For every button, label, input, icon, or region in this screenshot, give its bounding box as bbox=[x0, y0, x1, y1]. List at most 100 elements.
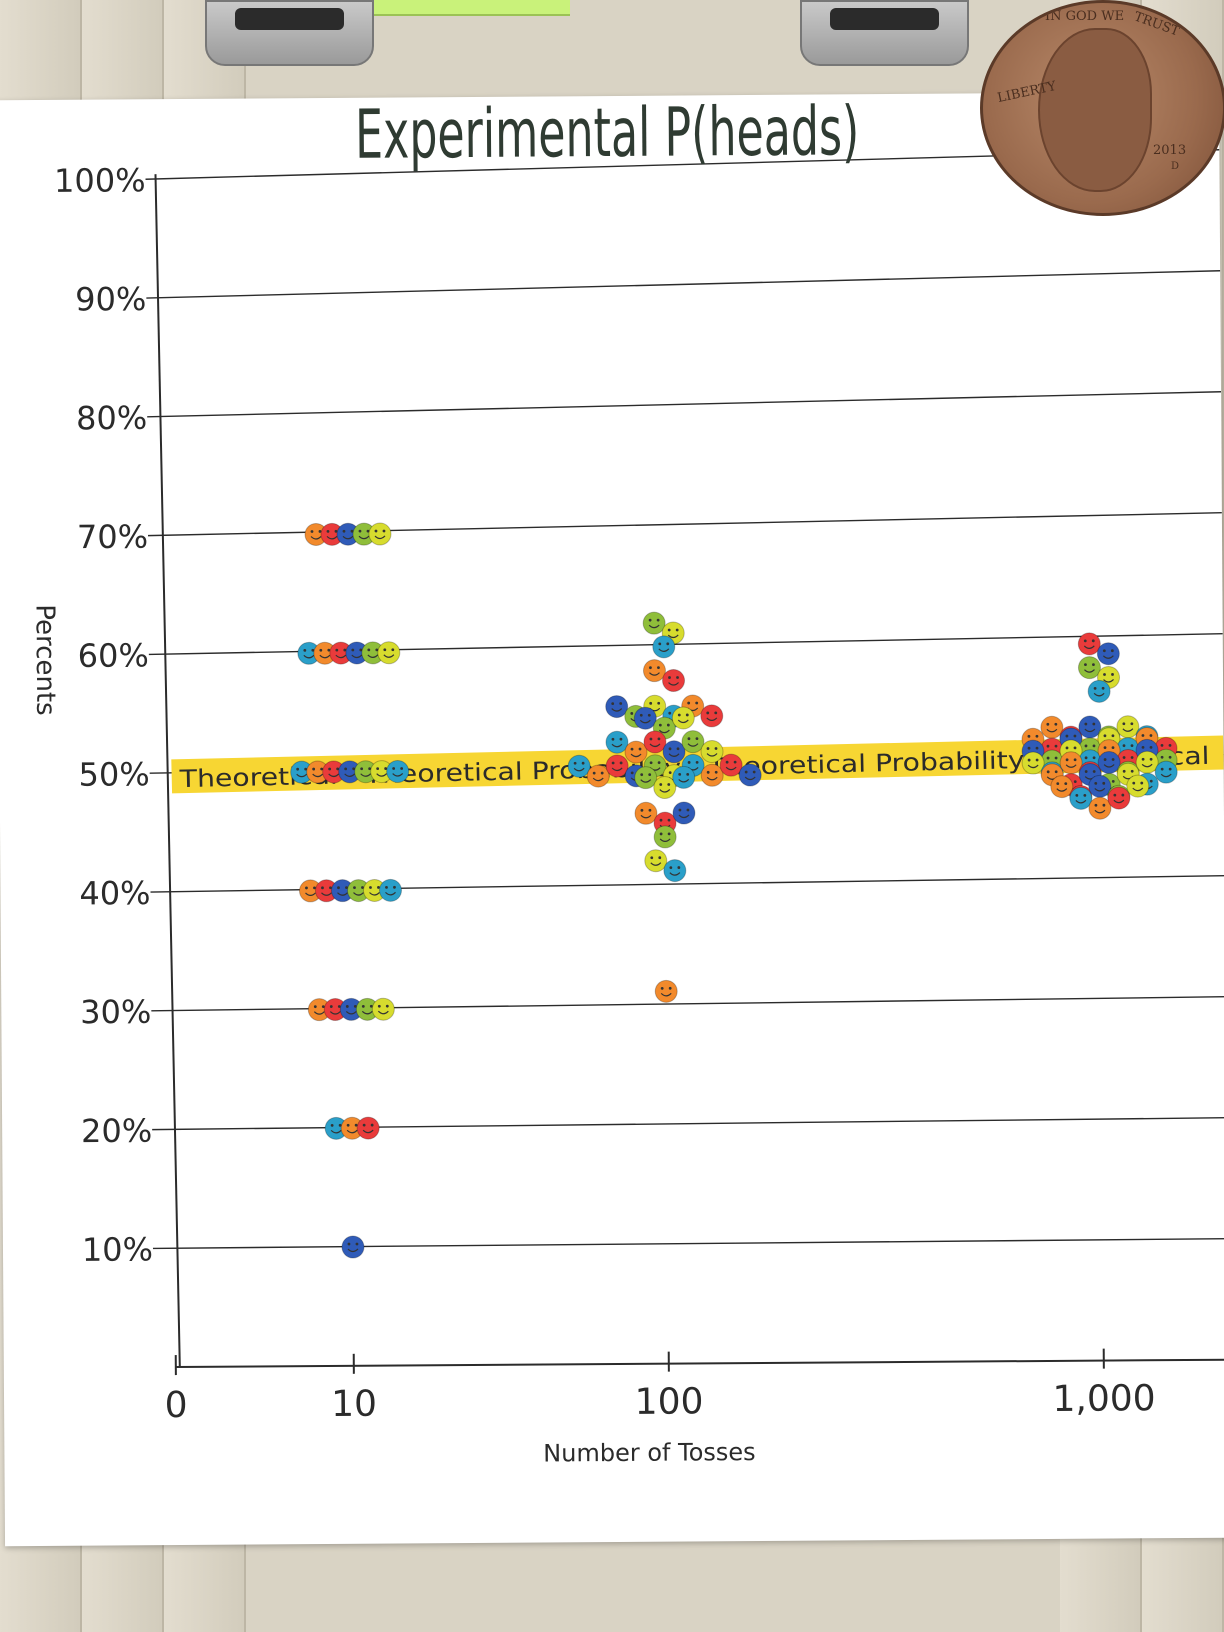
data-point bbox=[700, 763, 724, 787]
data-point bbox=[643, 730, 667, 754]
data-point bbox=[653, 776, 677, 800]
data-point bbox=[653, 825, 677, 849]
data-point bbox=[1077, 632, 1101, 656]
chart: Theoretical · Theoretical Probability · … bbox=[29, 93, 1224, 1467]
data-point bbox=[642, 659, 666, 683]
data-point bbox=[662, 740, 686, 764]
data-point bbox=[738, 763, 762, 787]
data-point bbox=[634, 801, 658, 825]
data-point bbox=[652, 635, 676, 659]
x-axis-label: Number of Tosses bbox=[543, 1438, 756, 1467]
data-point bbox=[1021, 751, 1045, 775]
x-tick-labels: 0 10 100 1,000 bbox=[164, 1348, 1156, 1426]
y-tick-label: 80% bbox=[76, 399, 147, 437]
y-axis-line bbox=[154, 174, 181, 1368]
data-point bbox=[338, 760, 362, 784]
data-point bbox=[1069, 786, 1093, 810]
penny-illustration: LIBERTY IN GOD WE TRUST 2013 D bbox=[980, 0, 1224, 216]
data-point bbox=[605, 730, 629, 754]
data-point bbox=[1040, 715, 1064, 739]
data-point bbox=[354, 760, 378, 784]
y-tick-label: 30% bbox=[80, 993, 151, 1031]
chart-title: Experimental P(heads) bbox=[355, 93, 860, 175]
data-point bbox=[336, 522, 360, 546]
data-point bbox=[1078, 715, 1102, 739]
data-point bbox=[371, 997, 395, 1021]
data-point bbox=[663, 859, 687, 883]
y-tick-label: 20% bbox=[81, 1112, 152, 1150]
y-tick-label: 100% bbox=[54, 161, 146, 200]
data-point bbox=[605, 754, 629, 778]
penny-bust bbox=[1038, 28, 1152, 192]
data-point bbox=[322, 760, 346, 784]
y-tick-labels: 100% 90% 80% 70% 60% 50% 40% 30% 20% 10% bbox=[54, 161, 153, 1269]
grid-line bbox=[152, 1117, 1224, 1131]
data-point bbox=[1126, 774, 1150, 798]
y-tick-label: 10% bbox=[82, 1230, 153, 1268]
data-point bbox=[323, 998, 347, 1022]
data-point bbox=[1154, 760, 1178, 784]
y-tick-label: 50% bbox=[78, 755, 149, 793]
penny-mint-text: D bbox=[1171, 161, 1180, 172]
data-point bbox=[681, 730, 705, 754]
poster: Theoretical · Theoretical Probability · … bbox=[0, 91, 1224, 1547]
data-point bbox=[307, 998, 331, 1022]
data-point bbox=[352, 522, 376, 546]
penny-top-text: IN GOD WE bbox=[1045, 9, 1125, 24]
penny-year-text: 2013 bbox=[1153, 143, 1187, 158]
y-tick-label: 60% bbox=[78, 636, 149, 674]
data-point bbox=[304, 522, 328, 546]
axes bbox=[154, 174, 1224, 1369]
data-point bbox=[1059, 751, 1083, 775]
data-point bbox=[297, 641, 321, 665]
data-point bbox=[567, 754, 591, 778]
data-point bbox=[339, 997, 363, 1021]
data-point bbox=[1087, 679, 1111, 703]
data-point bbox=[700, 704, 724, 728]
data-point bbox=[1077, 656, 1101, 680]
data-point bbox=[330, 879, 354, 903]
grid-line bbox=[147, 391, 1222, 418]
grid-line bbox=[152, 1238, 1224, 1250]
data-point bbox=[356, 1116, 380, 1140]
data-point bbox=[1088, 774, 1112, 798]
data-point bbox=[1050, 775, 1074, 799]
y-tick-label: 70% bbox=[77, 518, 148, 556]
data-point bbox=[605, 695, 629, 719]
data-point bbox=[368, 522, 392, 546]
y-axis-label: Percents bbox=[29, 604, 60, 716]
data-point bbox=[662, 669, 686, 693]
data-point bbox=[672, 801, 696, 825]
data-point bbox=[355, 997, 379, 1021]
data-point bbox=[377, 641, 401, 665]
data-point bbox=[320, 522, 344, 546]
data-point bbox=[290, 760, 314, 784]
data-point bbox=[386, 759, 410, 783]
binder-clip-right bbox=[800, 0, 969, 66]
data-point bbox=[633, 706, 657, 730]
data-point bbox=[671, 706, 695, 730]
data-point bbox=[324, 1116, 348, 1140]
data-point bbox=[1096, 642, 1120, 666]
data-point bbox=[644, 849, 668, 873]
x-axis-line bbox=[175, 1358, 1224, 1369]
x-tick-label: 1,000 bbox=[1052, 1378, 1155, 1420]
data-point bbox=[378, 878, 402, 902]
x-tick-label: 10 bbox=[331, 1384, 377, 1425]
x-tick-label: 100 bbox=[635, 1381, 704, 1422]
y-tick-label: 40% bbox=[79, 874, 150, 912]
data-points bbox=[290, 522, 1178, 1259]
binder-clip-left bbox=[205, 0, 374, 66]
data-point bbox=[624, 740, 648, 764]
data-point bbox=[1116, 715, 1140, 739]
data-point bbox=[1135, 750, 1159, 774]
x-tick-label: 0 bbox=[164, 1385, 187, 1426]
data-point bbox=[1107, 786, 1131, 810]
data-point bbox=[1097, 751, 1121, 775]
data-point bbox=[642, 611, 666, 635]
data-point bbox=[672, 765, 696, 789]
data-point bbox=[654, 979, 678, 1003]
data-point bbox=[719, 753, 743, 777]
data-point bbox=[341, 1235, 365, 1259]
data-point bbox=[586, 764, 610, 788]
